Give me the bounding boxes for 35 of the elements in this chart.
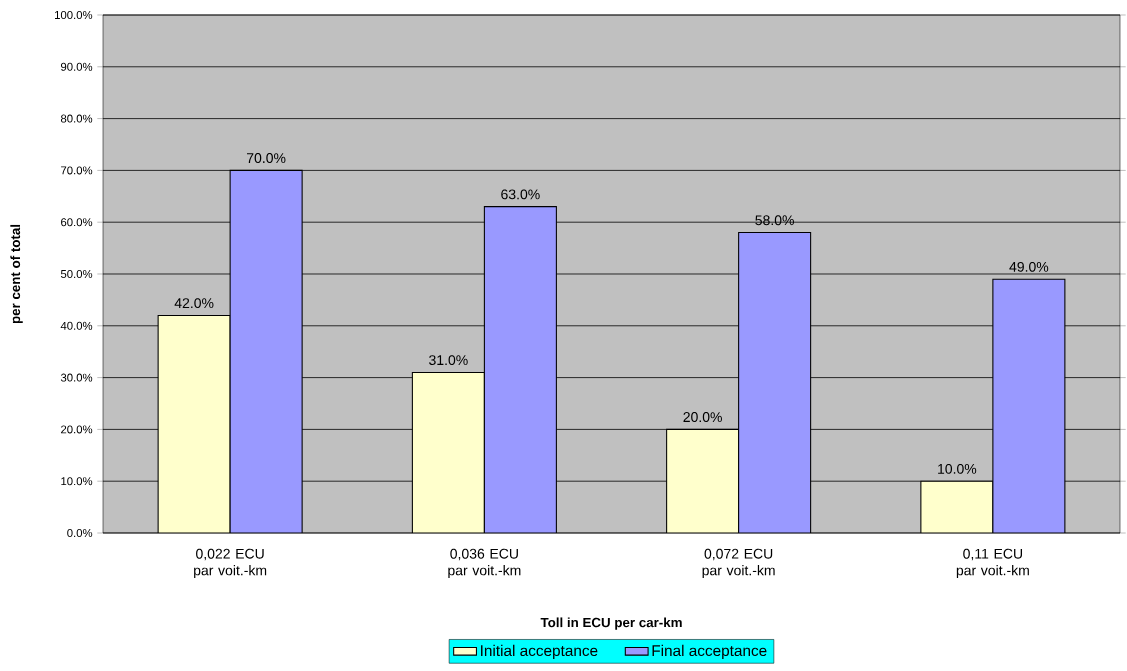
y-tick-label: 20.0%	[61, 425, 93, 434]
y-tick-label: 50.0%	[60, 269, 93, 278]
bar	[992, 278, 1066, 533]
x-tick-label: 0,11 ECU par voit.-km	[956, 548, 1029, 579]
bar	[666, 428, 740, 533]
data-label: 31.0%	[429, 355, 468, 366]
x-tick-label: 0,022 ECU par voit.-km	[194, 548, 267, 579]
bar	[157, 314, 231, 533]
x-tick-label: 0,072 ECU par voit.-km	[702, 548, 775, 579]
data-label: 10.0%	[938, 463, 977, 474]
x-axis-title: Toll in ECU per car-km	[540, 617, 682, 630]
bar	[411, 371, 485, 533]
bar	[483, 206, 557, 533]
legend-label: Initial acceptance	[481, 644, 598, 660]
data-label: 42.0%	[174, 298, 214, 309]
data-label: 63.0%	[501, 189, 540, 200]
y-axis-title: per cent of total	[10, 224, 23, 324]
data-label: 70.0%	[246, 153, 286, 164]
bar	[229, 169, 303, 533]
data-label: 20.0%	[683, 412, 722, 423]
data-label: 58.0%	[755, 215, 794, 226]
bar	[738, 232, 812, 533]
y-tick-label: 30.0%	[60, 373, 93, 382]
y-tick-label: 0.0%	[67, 529, 93, 537]
x-tick-label: 0,036 ECU par voit.-km	[448, 548, 521, 579]
y-tick-label: 70.0%	[61, 166, 93, 175]
y-tick-label: 90.0%	[60, 62, 93, 71]
legend-label: Final acceptance	[652, 644, 767, 660]
y-tick-label: 10.0%	[61, 477, 93, 486]
y-tick-label: 60.0%	[61, 218, 93, 227]
y-tick-label: 80.0%	[60, 114, 93, 123]
bar	[920, 480, 994, 533]
y-tick-label: 40.0%	[60, 321, 93, 330]
y-tick-label: 100.0%	[55, 10, 93, 19]
data-label: 49.0%	[1009, 261, 1049, 272]
